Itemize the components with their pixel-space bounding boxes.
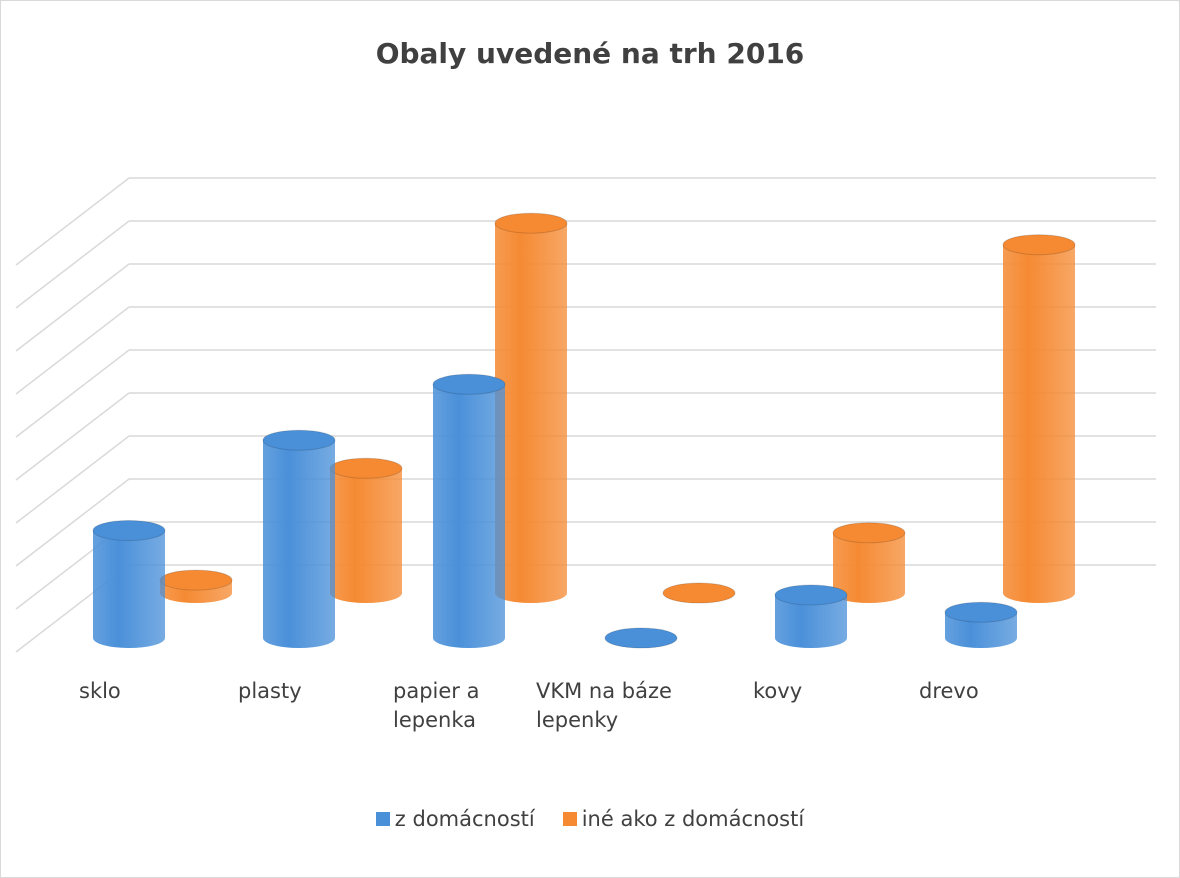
cylinder (330, 468, 402, 603)
cylinder (495, 223, 567, 603)
grid-line-side (15, 220, 130, 309)
legend-label: iné ako z domácností (581, 807, 805, 831)
legend-swatch (562, 812, 577, 826)
cylinder (775, 595, 847, 648)
grid-line-side (15, 435, 130, 524)
cylinder (833, 532, 905, 603)
cylinder-top (604, 627, 678, 649)
legend: z domácností iné ako z domácností (1, 807, 1179, 831)
grid-line-side (15, 392, 130, 481)
cylinder-top (432, 373, 506, 395)
grid-line-side (15, 263, 130, 352)
cylinder-top (774, 584, 848, 606)
cylinder-top (159, 569, 233, 591)
cylinder-top (329, 457, 403, 479)
legend-label: z domácností (394, 807, 535, 831)
x-tick-label: sklo (79, 679, 121, 703)
cylinder (945, 612, 1017, 648)
x-tick-label: plasty (238, 679, 302, 703)
cylinder-top (662, 582, 736, 604)
legend-item: z domácností (375, 807, 535, 831)
cylinder (1003, 244, 1075, 603)
cylinder-top (1002, 234, 1076, 256)
chart-title: Obaly uvedené na trh 2016 (375, 37, 805, 70)
x-tick-label: papier a lepenka (393, 679, 480, 732)
cylinder (93, 530, 165, 648)
cylinder (263, 440, 335, 648)
cylinder-top (262, 429, 336, 451)
legend-item: iné ako z domácností (562, 807, 805, 831)
cylinder-top (832, 522, 906, 544)
x-tick-label: kovy (753, 679, 803, 703)
cylinder-top (92, 520, 166, 541)
x-tick-label: drevo (919, 679, 979, 703)
cylinder-top (944, 601, 1018, 623)
x-tick-label: VKM na báze lepenky (536, 679, 672, 732)
cylinder (433, 384, 505, 648)
grid-line-side (15, 177, 130, 266)
cylinder-top (494, 212, 568, 234)
legend-swatch (375, 812, 390, 826)
grid-line-side (15, 306, 130, 395)
grid-line-side (15, 349, 130, 438)
grid-line-side (15, 478, 130, 567)
